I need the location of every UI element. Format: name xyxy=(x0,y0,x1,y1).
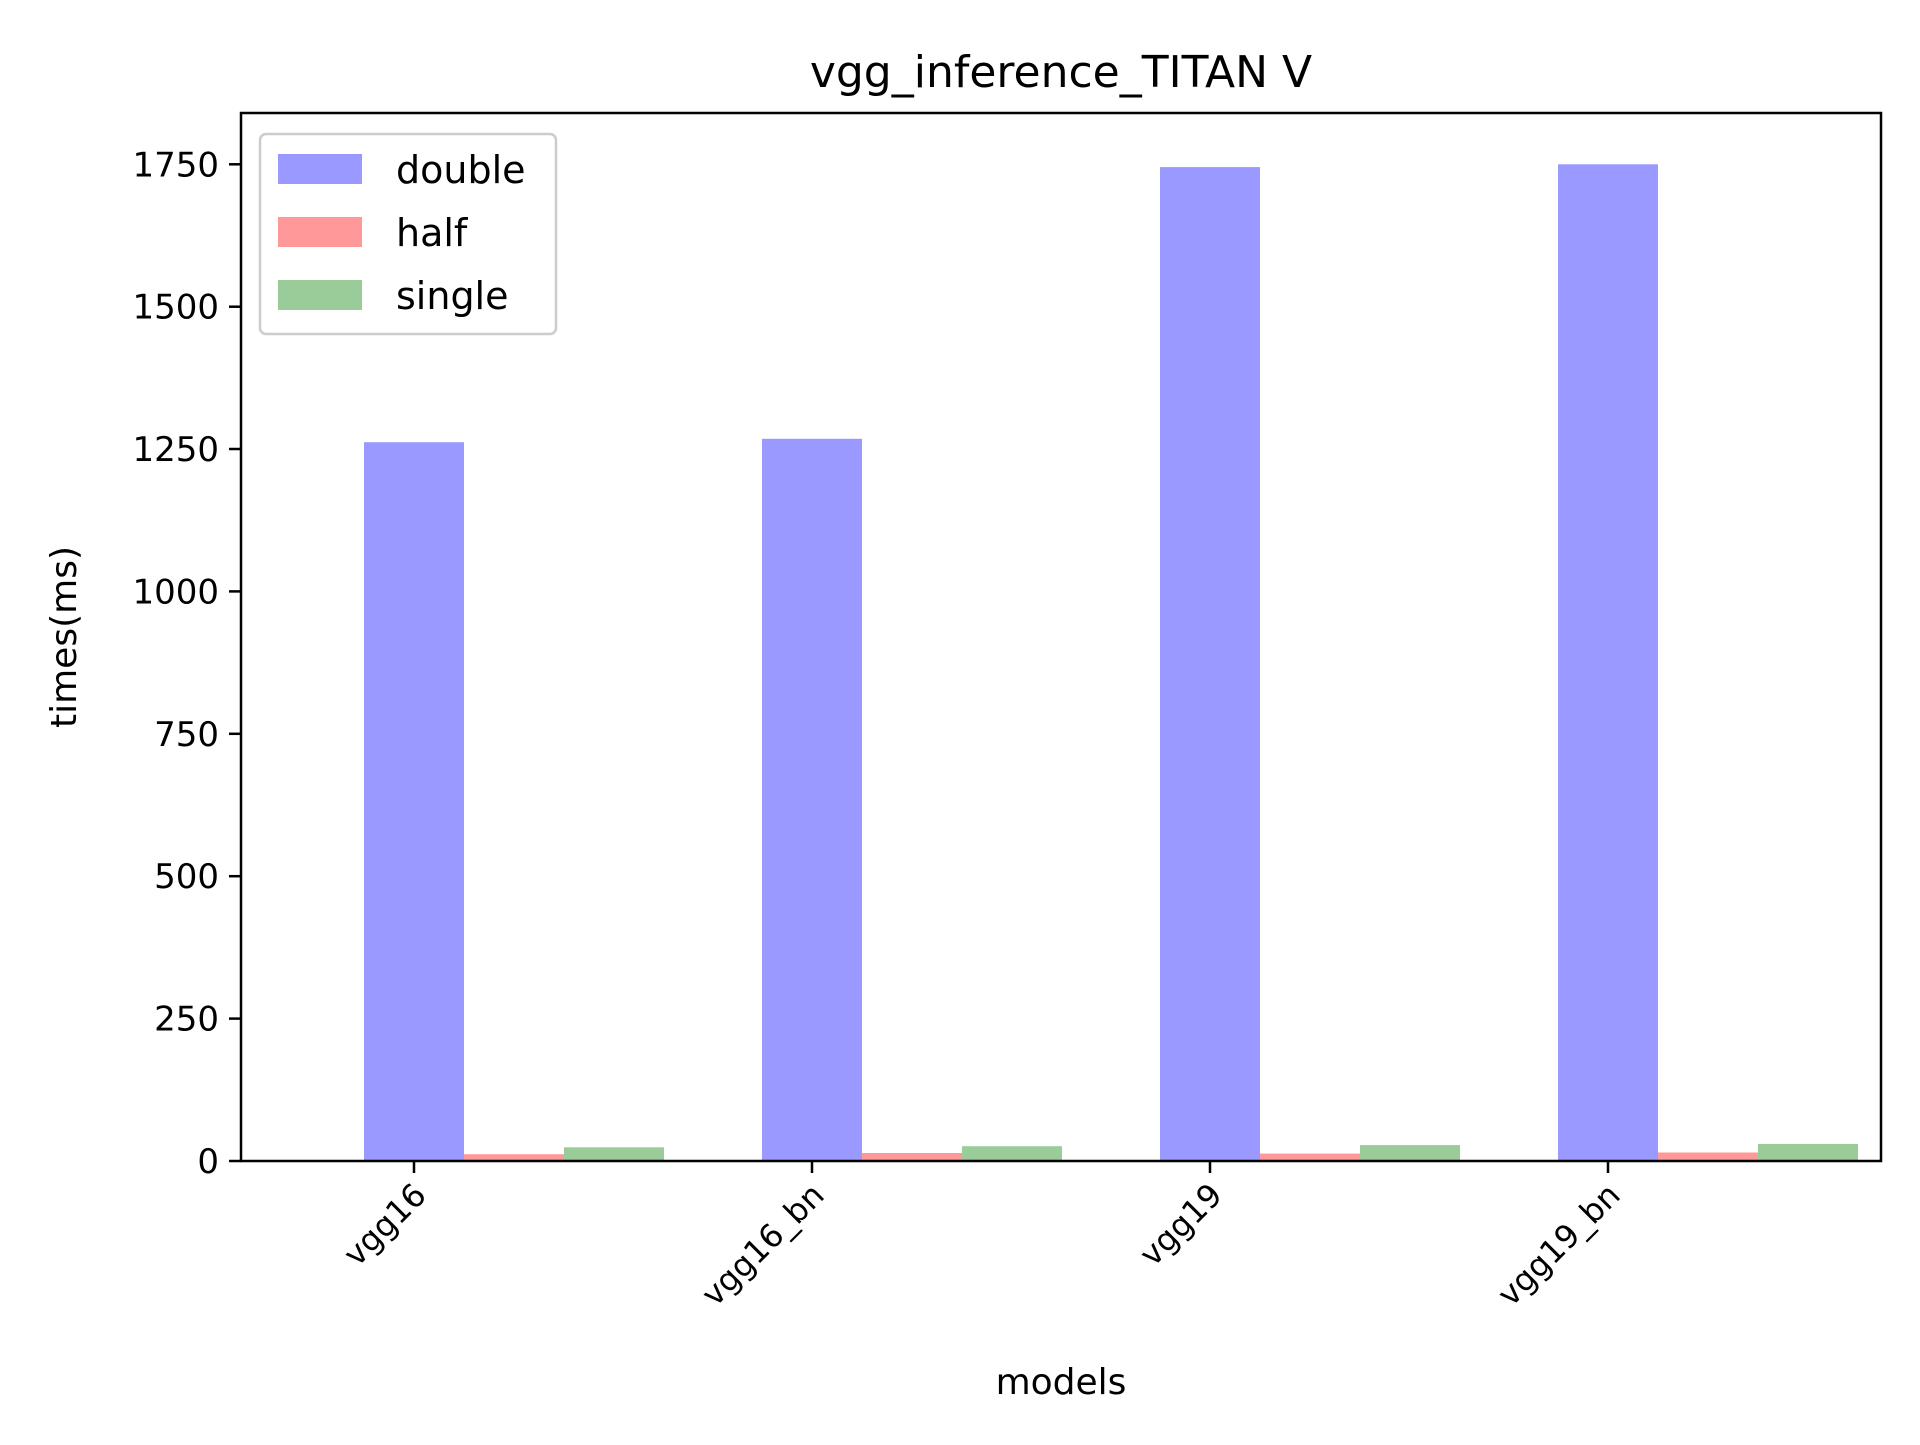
y-tick-label: 1750 xyxy=(132,145,219,185)
y-tick-label: 0 xyxy=(197,1142,219,1182)
bar-half-vgg19_bn xyxy=(1658,1152,1758,1161)
y-tick-label: 1000 xyxy=(132,572,219,612)
chart-title: vgg_inference_TITAN V xyxy=(810,47,1312,98)
legend-label-single: single xyxy=(396,274,509,318)
bar-double-vgg16 xyxy=(364,442,464,1161)
legend-swatch-half xyxy=(278,217,362,247)
y-axis: 0 250 500 750 1000 1250 1500 1750 xyxy=(132,145,241,1182)
bar-single-vgg19_bn xyxy=(1758,1143,1858,1161)
bar-half-vgg16_bn xyxy=(862,1153,962,1161)
y-axis-label: times(ms) xyxy=(44,546,85,728)
x-axis-label: models xyxy=(996,1362,1127,1403)
bar-half-vgg19 xyxy=(1260,1153,1360,1161)
legend: double half single xyxy=(258,132,558,336)
bar-single-vgg16 xyxy=(564,1147,664,1161)
y-tick-label: 1250 xyxy=(132,430,219,470)
y-tick-label: 500 xyxy=(154,857,219,897)
y-tick-label: 250 xyxy=(154,1000,219,1040)
bar-single-vgg16_bn xyxy=(962,1146,1062,1161)
legend-swatch-single xyxy=(278,280,362,310)
plot-frame xyxy=(239,111,1883,1163)
bar-double-vgg19 xyxy=(1160,167,1260,1162)
legend-label-half: half xyxy=(396,211,469,255)
bars-layer xyxy=(364,164,1858,1162)
y-tick-label: 750 xyxy=(154,715,219,755)
legend-swatch-double xyxy=(278,154,362,184)
y-tick-label: 1500 xyxy=(132,288,219,328)
bar-half-vgg16 xyxy=(464,1154,564,1161)
bar-double-vgg19_bn xyxy=(1558,164,1658,1162)
bar-double-vgg16_bn xyxy=(762,438,862,1161)
bar-single-vgg19 xyxy=(1360,1145,1460,1161)
legend-label-double: double xyxy=(396,148,526,192)
legend-items: double half single xyxy=(278,148,526,318)
